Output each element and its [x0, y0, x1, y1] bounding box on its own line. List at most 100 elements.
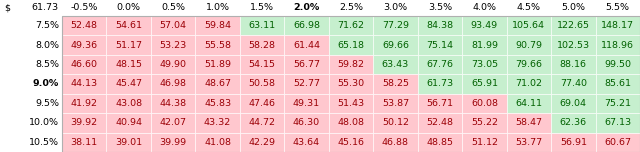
Bar: [106, 35, 151, 55]
Bar: [551, 94, 596, 113]
Bar: [507, 113, 551, 133]
Bar: [106, 74, 151, 94]
Text: 65.91: 65.91: [471, 79, 498, 88]
Bar: [596, 133, 640, 152]
Text: 51.43: 51.43: [337, 99, 365, 108]
Bar: [507, 74, 551, 94]
Text: 40.94: 40.94: [115, 118, 142, 127]
Text: 53.87: 53.87: [382, 99, 409, 108]
Text: 8.5%: 8.5%: [35, 60, 59, 69]
Bar: [462, 35, 507, 55]
Bar: [284, 55, 329, 74]
Text: 81.99: 81.99: [471, 41, 498, 50]
Text: 50.58: 50.58: [248, 79, 276, 88]
Bar: [373, 133, 418, 152]
Text: 77.29: 77.29: [382, 21, 409, 30]
Bar: [507, 55, 551, 74]
Bar: [106, 133, 151, 152]
Text: 59.84: 59.84: [204, 21, 231, 30]
Bar: [596, 16, 640, 35]
Bar: [551, 113, 596, 133]
Bar: [551, 35, 596, 55]
Bar: [151, 113, 195, 133]
Text: 52.77: 52.77: [293, 79, 320, 88]
Bar: [329, 74, 373, 94]
Bar: [62, 35, 106, 55]
Text: 41.08: 41.08: [204, 138, 231, 147]
Bar: [284, 74, 329, 94]
Text: 44.38: 44.38: [159, 99, 187, 108]
Text: 10.5%: 10.5%: [29, 138, 59, 147]
Text: 77.40: 77.40: [560, 79, 587, 88]
Text: 75.21: 75.21: [604, 99, 631, 108]
Bar: [462, 55, 507, 74]
Text: 47.46: 47.46: [248, 99, 276, 108]
Bar: [284, 113, 329, 133]
Bar: [284, 133, 329, 152]
Text: 43.64: 43.64: [293, 138, 320, 147]
Text: 67.13: 67.13: [604, 118, 631, 127]
Text: 53.23: 53.23: [159, 41, 187, 50]
Text: 122.65: 122.65: [557, 21, 590, 30]
Text: 4.5%: 4.5%: [517, 3, 541, 12]
Bar: [507, 94, 551, 113]
Text: 71.02: 71.02: [515, 79, 542, 88]
Text: 41.92: 41.92: [71, 99, 98, 108]
Text: 93.49: 93.49: [471, 21, 498, 30]
Text: 88.16: 88.16: [560, 60, 587, 69]
Text: 45.83: 45.83: [204, 99, 231, 108]
Bar: [195, 113, 240, 133]
Text: 5.5%: 5.5%: [606, 3, 630, 12]
Bar: [195, 35, 240, 55]
Text: -0.5%: -0.5%: [70, 3, 98, 12]
Text: 42.29: 42.29: [248, 138, 276, 147]
Bar: [106, 16, 151, 35]
Bar: [240, 94, 284, 113]
Text: 118.96: 118.96: [601, 41, 634, 50]
Bar: [151, 55, 195, 74]
Bar: [151, 16, 195, 35]
Text: 53.77: 53.77: [515, 138, 543, 147]
Bar: [507, 133, 551, 152]
Bar: [462, 113, 507, 133]
Bar: [62, 133, 106, 152]
Text: 60.67: 60.67: [604, 138, 631, 147]
Bar: [284, 35, 329, 55]
Bar: [596, 35, 640, 55]
Text: 48.85: 48.85: [426, 138, 453, 147]
Text: 1.0%: 1.0%: [205, 3, 230, 12]
Text: 4.0%: 4.0%: [472, 3, 497, 12]
Bar: [596, 94, 640, 113]
Text: 75.14: 75.14: [426, 41, 453, 50]
Text: 84.38: 84.38: [426, 21, 454, 30]
Text: 9.5%: 9.5%: [35, 99, 59, 108]
Text: 46.88: 46.88: [382, 138, 409, 147]
Text: 58.47: 58.47: [515, 118, 542, 127]
Bar: [240, 133, 284, 152]
Bar: [551, 55, 596, 74]
Bar: [106, 94, 151, 113]
Bar: [240, 16, 284, 35]
Bar: [284, 16, 329, 35]
Bar: [329, 35, 373, 55]
Text: 3.0%: 3.0%: [383, 3, 408, 12]
Text: 55.22: 55.22: [471, 118, 498, 127]
Text: 7.5%: 7.5%: [35, 21, 59, 30]
Bar: [240, 55, 284, 74]
Text: 45.16: 45.16: [337, 138, 365, 147]
Bar: [373, 16, 418, 35]
Text: 48.08: 48.08: [337, 118, 365, 127]
Text: 44.72: 44.72: [248, 118, 276, 127]
Bar: [151, 133, 195, 152]
Bar: [551, 133, 596, 152]
Bar: [62, 74, 106, 94]
Text: 54.15: 54.15: [248, 60, 276, 69]
Text: 52.48: 52.48: [426, 118, 453, 127]
Text: 73.05: 73.05: [471, 60, 498, 69]
Text: 49.36: 49.36: [70, 41, 98, 50]
Text: 46.98: 46.98: [159, 79, 187, 88]
Text: 60.08: 60.08: [471, 99, 498, 108]
Bar: [329, 94, 373, 113]
Text: 51.12: 51.12: [471, 138, 498, 147]
Text: 49.31: 49.31: [293, 99, 320, 108]
